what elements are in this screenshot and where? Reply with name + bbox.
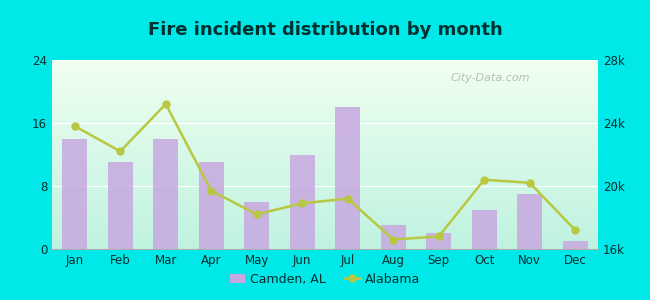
Bar: [426, 233, 451, 249]
Bar: [517, 194, 542, 249]
Bar: [290, 154, 315, 249]
Bar: [472, 210, 497, 249]
Bar: [563, 241, 588, 249]
Bar: [108, 162, 133, 249]
Text: Fire incident distribution by month: Fire incident distribution by month: [148, 21, 502, 39]
Legend: Camden, AL, Alabama: Camden, AL, Alabama: [225, 268, 425, 291]
Text: City-Data.com: City-Data.com: [450, 73, 530, 83]
Bar: [62, 139, 87, 249]
Bar: [244, 202, 269, 249]
Bar: [381, 225, 406, 249]
Bar: [153, 139, 178, 249]
Bar: [199, 162, 224, 249]
Bar: [335, 107, 360, 249]
